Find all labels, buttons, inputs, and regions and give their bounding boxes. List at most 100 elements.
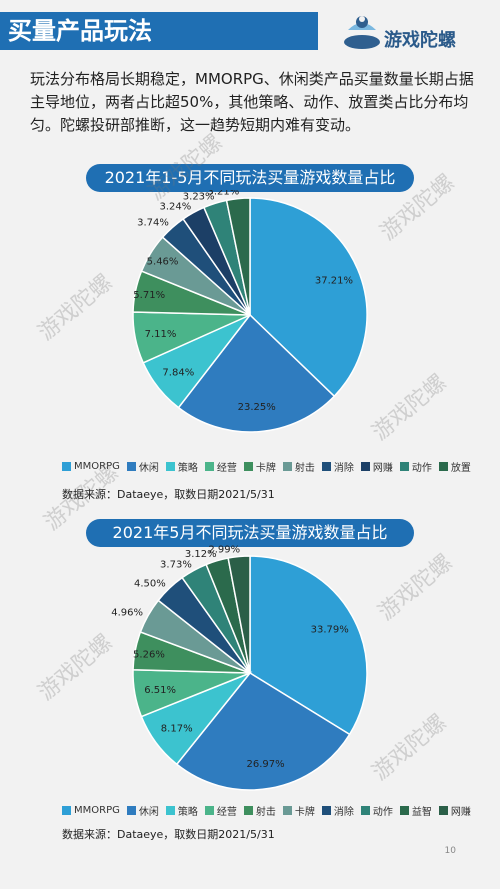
logo-text: 游戏陀螺 — [384, 30, 456, 51]
pie-slice — [225, 197, 251, 316]
legend-label: 网赚 — [450, 807, 471, 818]
data-label: 26.97% — [246, 759, 284, 770]
legend-swatch — [62, 806, 71, 815]
data-label: 4.96% — [111, 608, 143, 619]
data-label: 3.74% — [137, 217, 169, 228]
chart-legend: MMORPG 休闲 策略 经营 卡牌 射击 消除 网赚 动作 放置 — [62, 459, 478, 474]
legend-item: 休闲 — [126, 459, 159, 474]
data-label: 7.84% — [162, 367, 194, 378]
data-label: 5.26% — [133, 649, 165, 660]
data-label: 3.23% — [183, 192, 215, 203]
legend-swatch — [321, 462, 331, 471]
legend-swatch — [399, 462, 409, 471]
legend-label: 动作 — [372, 807, 393, 818]
intro-paragraph: 玩法分布格局长期稳定，MMORPG、休闲类产品买量数量长期占据主导地位，两者占比… — [30, 70, 474, 134]
legend-label: 经营 — [216, 807, 237, 818]
legend-swatch — [62, 462, 71, 471]
legend-swatch — [438, 462, 448, 471]
pie-slice — [177, 313, 336, 433]
data-label: 3.21% — [208, 190, 240, 198]
chart-legend: MMORPG 休闲 策略 经营 射击 卡牌 消除 动作 益智 网赚 — [62, 803, 478, 818]
legend-label: 经营 — [216, 463, 237, 474]
pie-chart-2: 33.79% 26.97% 8.17% 6.51% 5.26% 4.96% 4.50% 3.7… — [111, 545, 368, 791]
legend-swatch — [360, 462, 370, 471]
legend-swatch — [126, 806, 136, 815]
data-label: 3.73% — [160, 559, 192, 570]
legend-swatch — [243, 462, 253, 471]
legend-label: 策略 — [177, 463, 198, 474]
legend-item: 射击 — [282, 459, 315, 474]
legend-swatch — [165, 462, 175, 471]
legend-swatch — [204, 806, 214, 815]
legend-label: 放置 — [450, 463, 471, 474]
legend-label: 休闲 — [138, 807, 159, 818]
legend-item: 经营 — [204, 803, 237, 818]
legend-item: MMORPG — [62, 805, 120, 816]
legend-item: 经营 — [204, 459, 237, 474]
legend-item: 策略 — [165, 803, 198, 818]
pie-slice — [249, 555, 368, 736]
legend-item: 卡牌 — [282, 803, 315, 818]
data-label: 7.11% — [145, 329, 177, 340]
pie-slice — [227, 555, 251, 674]
legend-label: 射击 — [255, 807, 276, 818]
legend-label: 卡牌 — [294, 807, 315, 818]
legend-label: MMORPG — [74, 805, 120, 816]
page-header: 买量产品玩法 游戏陀螺 — [0, 0, 500, 60]
legend-item: 射击 — [243, 803, 276, 818]
legend-label: 消除 — [333, 807, 354, 818]
legend-item: 卡牌 — [243, 459, 276, 474]
legend-label: MMORPG — [74, 461, 120, 472]
legend-item: 消除 — [321, 803, 354, 818]
legend-swatch — [282, 462, 292, 471]
legend-label: 策略 — [177, 807, 198, 818]
pie-chart-1: 37.21% 23.25% 7.84% 7.11% 5.71% 5.46% 3.74% 3.2… — [132, 190, 368, 433]
legend-swatch — [438, 806, 448, 815]
legend-label: 卡牌 — [255, 463, 276, 474]
logo-icon — [344, 16, 380, 49]
data-label: 37.21% — [315, 275, 353, 286]
data-label: 3.12% — [185, 549, 217, 560]
data-label: 3.24% — [159, 202, 191, 213]
legend-label: 射击 — [294, 463, 315, 474]
legend-swatch — [126, 462, 136, 471]
legend-label: 动作 — [411, 463, 432, 474]
page-title: 买量产品玩法 — [0, 12, 318, 50]
legend-swatch — [282, 806, 292, 815]
data-label: 23.25% — [238, 402, 276, 413]
legend-swatch — [243, 806, 253, 815]
data-label: 5.71% — [133, 290, 165, 301]
legend-swatch — [165, 806, 175, 815]
legend-swatch — [399, 806, 409, 815]
data-label: 6.51% — [144, 685, 176, 696]
legend-item: 休闲 — [126, 803, 159, 818]
data-label: 4.50% — [134, 578, 166, 589]
page-number: 10 — [444, 846, 456, 856]
data-source: 数据来源：Dataeye，取数日期2021/5/31 — [62, 828, 275, 841]
legend-label: 休闲 — [138, 463, 159, 474]
chart-title: 2021年1-5月不同玩法买量游戏数量占比 — [86, 164, 414, 192]
legend-item: 动作 — [360, 803, 393, 818]
legend-swatch — [360, 806, 370, 815]
legend-label: 消除 — [333, 463, 354, 474]
legend-label: 益智 — [411, 807, 432, 818]
legend-label: 网赚 — [372, 463, 393, 474]
legend-swatch — [204, 462, 214, 471]
pie-slice — [175, 672, 351, 791]
chart-title: 2021年5月不同玩法买量游戏数量占比 — [86, 519, 414, 547]
pie-slice — [249, 197, 368, 398]
data-label: 2.99% — [208, 545, 240, 556]
data-label: 8.17% — [161, 723, 193, 734]
legend-item: 消除 — [321, 459, 354, 474]
data-label: 5.46% — [147, 257, 179, 268]
legend-item: 网赚 — [360, 459, 393, 474]
legend-item: MMORPG — [62, 461, 120, 472]
legend-item: 网赚 — [438, 803, 471, 818]
legend-item: 益智 — [399, 803, 432, 818]
data-label: 33.79% — [311, 625, 349, 636]
legend-item: 动作 — [399, 459, 432, 474]
legend-item: 放置 — [438, 459, 471, 474]
legend-item: 策略 — [165, 459, 198, 474]
data-source: 数据来源：Dataeye，取数日期2021/5/31 — [62, 488, 275, 501]
legend-swatch — [321, 806, 331, 815]
